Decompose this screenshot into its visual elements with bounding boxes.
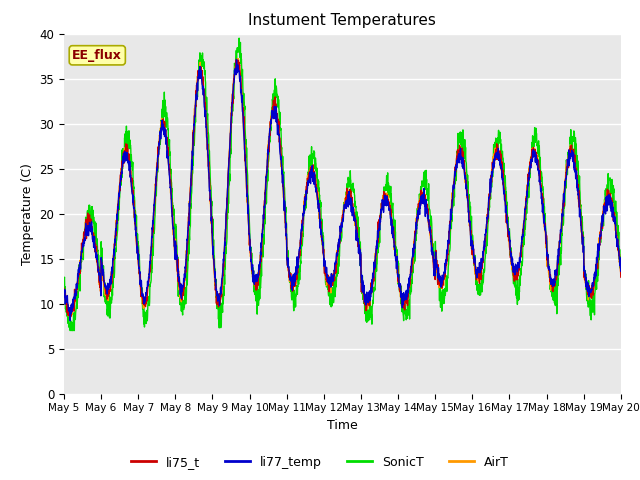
AirT bbox=[371, 255, 379, 261]
li77_temp bbox=[584, 288, 591, 294]
Line: SonicT: SonicT bbox=[64, 38, 621, 331]
Line: li75_t: li75_t bbox=[64, 60, 621, 317]
li75_t bbox=[568, 150, 576, 156]
li75_t bbox=[67, 314, 74, 320]
SonicT bbox=[568, 147, 576, 153]
li75_t bbox=[505, 234, 513, 240]
AirT bbox=[505, 238, 513, 244]
li77_temp bbox=[233, 57, 241, 62]
SonicT bbox=[371, 286, 379, 291]
li75_t bbox=[617, 274, 625, 280]
Text: EE_flux: EE_flux bbox=[72, 49, 122, 62]
AirT bbox=[60, 287, 68, 293]
AirT bbox=[584, 290, 591, 296]
AirT bbox=[66, 313, 74, 319]
AirT bbox=[568, 150, 576, 156]
SonicT bbox=[359, 297, 367, 302]
AirT bbox=[359, 284, 367, 290]
li77_temp bbox=[60, 294, 68, 300]
SonicT bbox=[617, 254, 625, 260]
Title: Instument Temperatures: Instument Temperatures bbox=[248, 13, 436, 28]
SonicT bbox=[505, 232, 513, 238]
Line: AirT: AirT bbox=[64, 59, 621, 316]
SonicT bbox=[236, 36, 243, 41]
SonicT bbox=[60, 284, 68, 289]
li77_temp bbox=[568, 154, 576, 159]
Y-axis label: Temperature (C): Temperature (C) bbox=[21, 163, 34, 264]
Line: li77_temp: li77_temp bbox=[64, 60, 621, 321]
AirT bbox=[617, 267, 625, 273]
li75_t bbox=[584, 290, 591, 296]
li75_t bbox=[60, 286, 68, 291]
li75_t bbox=[233, 57, 241, 62]
SonicT bbox=[584, 294, 591, 300]
X-axis label: Time: Time bbox=[327, 419, 358, 432]
li75_t bbox=[359, 288, 367, 293]
li77_temp bbox=[617, 268, 625, 274]
Legend: li75_t, li77_temp, SonicT, AirT: li75_t, li77_temp, SonicT, AirT bbox=[126, 451, 514, 474]
li77_temp bbox=[505, 231, 513, 237]
li75_t bbox=[371, 258, 379, 264]
li77_temp bbox=[359, 289, 367, 295]
li77_temp bbox=[371, 264, 379, 270]
SonicT bbox=[67, 328, 74, 334]
AirT bbox=[234, 56, 242, 61]
li75_t bbox=[216, 296, 223, 301]
li77_temp bbox=[216, 302, 223, 308]
li77_temp bbox=[67, 318, 74, 324]
AirT bbox=[216, 300, 223, 306]
SonicT bbox=[216, 313, 223, 319]
